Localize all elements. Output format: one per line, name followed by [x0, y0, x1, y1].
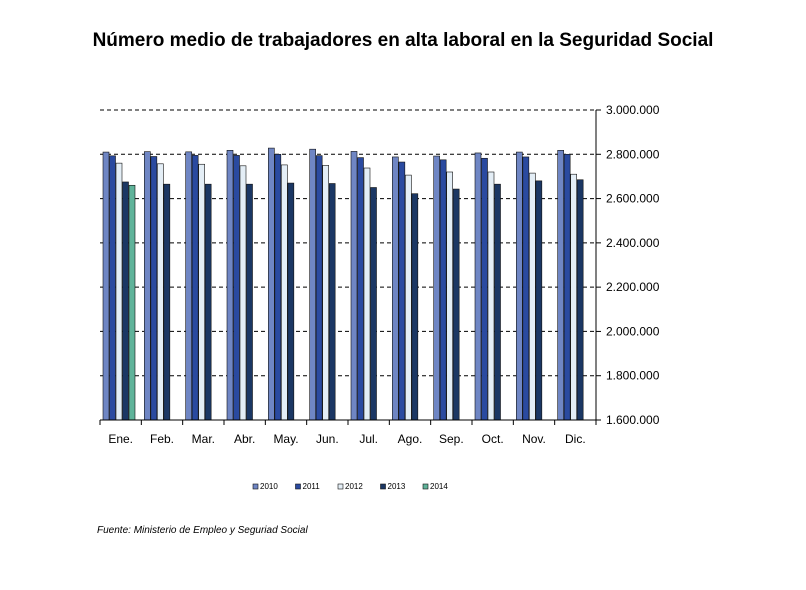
x-tick-label: Abr.: [234, 432, 255, 446]
bar-2013: [494, 183, 501, 421]
legend-swatch-2012: [337, 483, 344, 490]
bar-2012: [529, 172, 536, 421]
bar-2011: [274, 153, 282, 421]
bar-2012: [322, 165, 329, 421]
bar-2011: [315, 155, 323, 421]
bar-2012: [446, 171, 453, 421]
x-tick-label: Jul.: [359, 432, 378, 446]
y-tick-label: 2.800.000: [606, 147, 660, 161]
x-tick-label: Feb.: [150, 432, 174, 446]
gridlines: [100, 109, 601, 421]
bar-2012: [157, 163, 164, 421]
bar-2013: [246, 183, 253, 421]
y-tick-label: 1.600.000: [606, 413, 660, 427]
bar-2010: [516, 151, 523, 421]
bar-2011: [563, 153, 571, 421]
bar-2011: [233, 155, 240, 421]
bar-2011: [481, 157, 488, 421]
chart-title: Número medio de trabajadores en alta lab…: [92, 30, 714, 51]
x-tick-labels: Ene. Feb. Mar. Abr. May. Jun. Jul. Ago. Sep. Oct.…: [108, 432, 585, 446]
y-tick-labels: 1.600.000 1.800.000 2.000.000 2.200.000 2.40…: [606, 103, 660, 427]
bar-2010: [144, 151, 151, 421]
bar-2013: [204, 183, 212, 421]
bar-2012: [198, 163, 205, 421]
bar-2013: [370, 187, 377, 421]
bar-2013: [328, 183, 336, 421]
bar-2013: [535, 180, 543, 421]
legend-swatch-2011: [295, 483, 301, 490]
bar-2011: [439, 159, 447, 421]
bar-2012: [570, 173, 577, 421]
bar-2010: [350, 151, 358, 421]
bar-2010: [309, 148, 316, 421]
x-tick-label: Dic.: [565, 432, 586, 446]
bar-2012: [239, 165, 247, 421]
bar-2012: [405, 174, 412, 421]
bar-2010: [268, 147, 275, 421]
bar-2013: [452, 188, 460, 421]
x-tick-label: Oct.: [482, 432, 504, 446]
legend-swatch-2010: [252, 483, 259, 490]
bar-2010: [474, 152, 482, 421]
bar-2013: [163, 183, 171, 421]
bar-2012: [363, 167, 371, 421]
bar-2013: [287, 182, 295, 421]
x-tick-label: Mar.: [192, 432, 215, 446]
bar-2011: [109, 155, 116, 421]
x-tick-label: Jun.: [316, 432, 339, 446]
y-tick-label: 2.200.000: [606, 280, 660, 294]
bar-2011: [150, 156, 158, 421]
source-note: Fuente: Ministerio de Empleo y Seguriad …: [97, 525, 308, 536]
axes: [99, 110, 597, 425]
bar-2010: [433, 155, 440, 421]
y-tick-label: 1.800.000: [606, 369, 660, 383]
legend-label-2014: 2014: [430, 482, 448, 491]
x-tick-label: May.: [273, 432, 298, 446]
legend-label-2010: 2010: [260, 482, 278, 491]
bar-2013: [411, 193, 419, 421]
bar-2012: [281, 164, 288, 421]
legend-swatch-2013: [380, 483, 386, 490]
bar-2010: [102, 151, 110, 421]
bar-2013: [576, 179, 584, 421]
bar-2012: [487, 171, 495, 421]
legend-label-2011: 2011: [303, 482, 321, 491]
bar-2013: [122, 181, 129, 421]
bar-2010: [226, 150, 234, 421]
x-tick-label: Ago.: [398, 432, 423, 446]
legend-swatch-2014: [422, 483, 429, 490]
x-tick-label: Sep.: [439, 432, 464, 446]
bar-2011: [357, 157, 364, 421]
bar-2011: [398, 161, 406, 421]
x-tick-label: Nov.: [522, 432, 546, 446]
bars: [102, 147, 584, 421]
bar-2011: [191, 155, 199, 421]
bar-2014: [128, 184, 136, 421]
y-tick-label: 2.000.000: [606, 324, 660, 338]
bar-2012: [115, 162, 123, 421]
legend-label-2013: 2013: [388, 482, 406, 491]
y-tick-label: 2.400.000: [606, 236, 660, 250]
y-tick-label: 3.000.000: [606, 103, 660, 117]
bar-2010: [392, 156, 399, 421]
legend: 2010 2011 2012 2013 2014: [252, 482, 448, 491]
bar-2010: [185, 151, 192, 421]
x-tick-label: Ene.: [108, 432, 133, 446]
bar-2010: [557, 150, 564, 421]
bar-2011: [522, 156, 530, 421]
legend-label-2012: 2012: [345, 482, 363, 491]
y-tick-label: 2.600.000: [606, 192, 660, 206]
